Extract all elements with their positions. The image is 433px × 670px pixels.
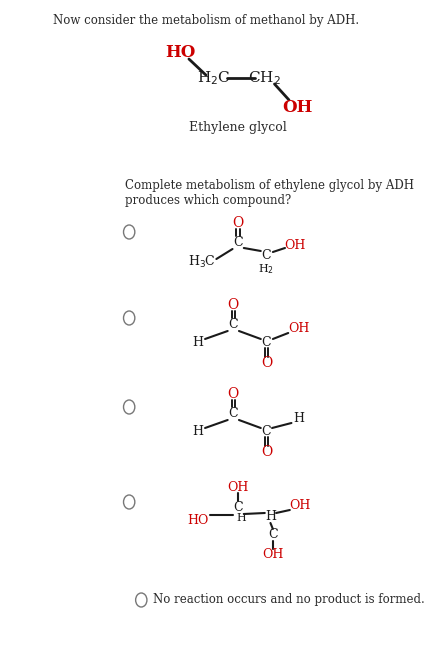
Text: HO: HO: [166, 44, 196, 60]
Text: OH: OH: [262, 549, 284, 561]
Text: produces which compound?: produces which compound?: [125, 194, 291, 206]
Text: H$_3$C: H$_3$C: [188, 254, 216, 270]
Text: C: C: [262, 249, 271, 261]
Text: O: O: [261, 356, 272, 370]
Text: OH: OH: [288, 322, 310, 334]
Text: CH$_2$: CH$_2$: [248, 69, 281, 87]
Text: H: H: [192, 336, 204, 348]
Text: O: O: [261, 445, 272, 459]
Text: C: C: [262, 425, 271, 438]
Text: C: C: [268, 529, 278, 541]
Text: Ethylene glycol: Ethylene glycol: [189, 121, 287, 133]
Text: OH: OH: [284, 239, 305, 251]
Text: O: O: [233, 216, 244, 230]
Text: H: H: [265, 511, 276, 523]
Text: H$_2$C: H$_2$C: [197, 69, 231, 87]
Text: H: H: [192, 425, 204, 438]
Text: H$_2$: H$_2$: [259, 262, 275, 276]
Text: HO: HO: [187, 513, 208, 527]
Text: Now consider the metabolism of methanol by ADH.: Now consider the metabolism of methanol …: [53, 14, 359, 27]
Text: Complete metabolism of ethylene glycol by ADH: Complete metabolism of ethylene glycol b…: [125, 178, 414, 192]
Text: O: O: [228, 387, 239, 401]
Text: H: H: [236, 513, 246, 523]
Text: No reaction occurs and no product is formed.: No reaction occurs and no product is for…: [153, 594, 425, 606]
Text: C: C: [229, 407, 238, 419]
Text: H: H: [293, 411, 304, 425]
Text: OH: OH: [227, 480, 249, 494]
Text: OH: OH: [282, 98, 312, 115]
Text: C: C: [233, 500, 243, 513]
Text: O: O: [228, 298, 239, 312]
Text: OH: OH: [290, 498, 311, 511]
Text: C: C: [262, 336, 271, 348]
Text: C: C: [233, 235, 243, 249]
Text: C: C: [229, 318, 238, 330]
